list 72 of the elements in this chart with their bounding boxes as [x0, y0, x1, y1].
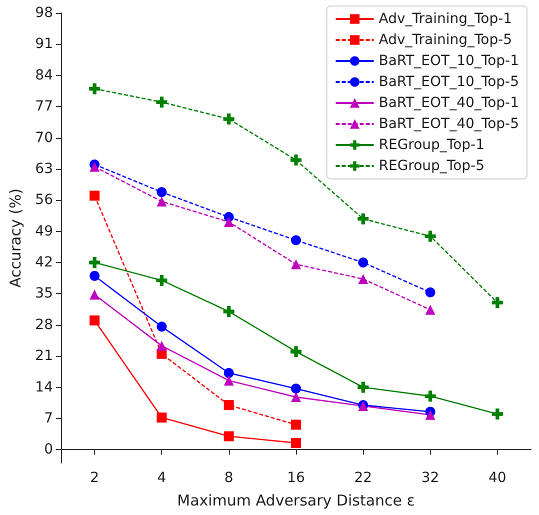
- point: [90, 162, 100, 172]
- point: [492, 297, 503, 308]
- point: [156, 187, 167, 198]
- point: [89, 257, 100, 268]
- legend-label: REGroup_Top-5: [378, 158, 485, 174]
- point: [492, 408, 503, 420]
- point: [156, 196, 167, 206]
- x-axis-title: Maximum Adversary Distance ε: [177, 492, 415, 510]
- point: [358, 274, 368, 284]
- y-tick-label: 35: [35, 286, 53, 302]
- point: [224, 431, 234, 442]
- point: [224, 400, 234, 410]
- legend-label: BaRT_EOT_40_Top-1: [378, 95, 520, 111]
- x-tick-label: 22: [354, 470, 372, 486]
- point: [156, 340, 167, 351]
- y-tick-label: 77: [35, 98, 53, 115]
- y-tick-label: 14: [35, 379, 54, 396]
- x-tick-label: 8: [224, 470, 234, 486]
- point: [291, 259, 301, 270]
- x-tick-label: 16: [287, 470, 305, 486]
- point: [291, 235, 301, 246]
- y-tick-label: 0: [44, 442, 53, 458]
- point: [424, 230, 436, 242]
- x-tick-label: 40: [488, 470, 506, 486]
- point: [224, 368, 234, 378]
- legend-label: BaRT_EOT_40_Top-5: [378, 116, 520, 132]
- point: [291, 438, 301, 448]
- point: [89, 83, 100, 94]
- point: [90, 315, 100, 326]
- point: [291, 420, 301, 430]
- point: [291, 392, 301, 402]
- point: [425, 410, 436, 420]
- point: [223, 306, 234, 318]
- point: [223, 114, 234, 125]
- y-tick-label: 63: [35, 160, 53, 177]
- y-axis-title: Accuracy (%): [6, 188, 24, 288]
- y-tick-label: 98: [35, 5, 53, 21]
- point: [156, 96, 168, 108]
- point: [156, 412, 167, 423]
- legend-label: BaRT_EOT_10_Top-5: [378, 74, 520, 90]
- point: [156, 274, 168, 286]
- point: [290, 154, 302, 166]
- point: [90, 270, 100, 281]
- point: [425, 287, 436, 298]
- legend-label: BaRT_EOT_10_Top-1: [378, 53, 520, 69]
- y-tick-label: 49: [35, 223, 53, 240]
- y-tick-label: 42: [35, 254, 53, 271]
- x-tick-label: 2: [90, 470, 100, 486]
- point: [358, 213, 369, 224]
- y-tick-label: 84: [35, 67, 54, 84]
- point: [156, 322, 167, 332]
- point: [290, 346, 302, 358]
- point: [291, 384, 301, 394]
- legend-label: Adv_Training_Top-1: [378, 11, 512, 27]
- legend-label: REGroup_Top-1: [378, 137, 485, 153]
- legend-label: Adv_Training_Top-5: [378, 32, 512, 48]
- y-tick-label: 21: [35, 348, 53, 364]
- y-tick-label: 70: [35, 130, 53, 146]
- x-tick-label: 32: [421, 470, 440, 486]
- y-tick-label: 56: [35, 192, 54, 208]
- point: [224, 216, 234, 227]
- y-tick-label: 28: [35, 316, 53, 333]
- point: [358, 258, 368, 268]
- point: [90, 190, 100, 201]
- x-tick-label: 4: [157, 470, 166, 486]
- point: [90, 290, 100, 300]
- point: [224, 376, 234, 386]
- y-tick-label: 91: [35, 36, 53, 52]
- point: [424, 390, 436, 402]
- point: [358, 382, 369, 393]
- point: [425, 304, 436, 315]
- y-tick-label: 7: [44, 410, 53, 426]
